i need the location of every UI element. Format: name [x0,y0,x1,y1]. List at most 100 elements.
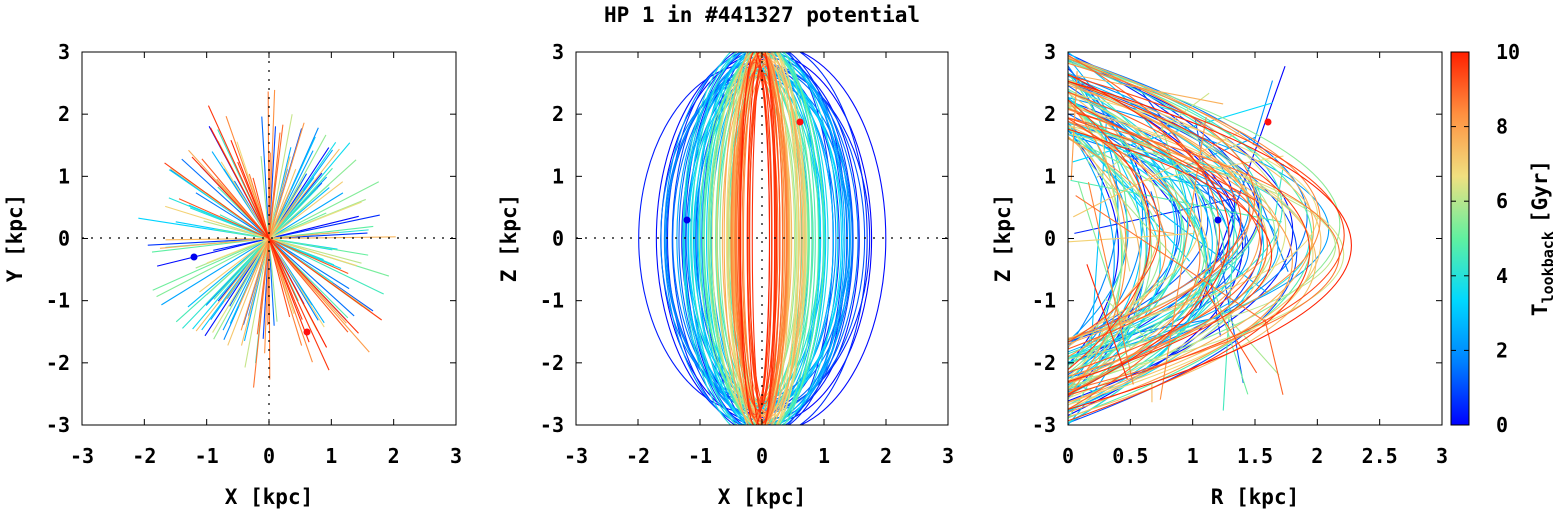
orbit-track [736,52,784,425]
orbit-track [1068,85,1179,376]
orbit-track [1068,103,1314,406]
xtick-label: 1 [1187,444,1199,468]
colorbar-tick-label: 8 [1496,115,1508,139]
orbit-track [1068,81,1298,424]
ytick-label: 0 [1044,227,1056,251]
ytick-label: 1 [58,164,70,188]
orbit-track [1068,56,1287,399]
orbit-track [1068,80,1352,410]
orbit-track [1068,108,1268,384]
xticks-xy: -3 -2 -1 0 1 2 3 [70,52,462,468]
xtick-label: 2 [1311,444,1323,468]
current-position-marker-xy [303,328,311,336]
ytick-label: -2 [46,351,70,375]
orbit-track [1068,121,1246,360]
ylabel-rz: Z [kpc] [991,194,1015,283]
xticks-rz: 0 0.5 1 1.5 2 2.5 3 [1062,52,1448,468]
orbit-track [223,190,304,302]
xtick-label: 2 [880,444,892,468]
xtick-label: -2 [626,444,650,468]
xtick-label: 2 [388,444,400,468]
orbit-track [1252,80,1274,146]
orbit-track [1068,99,1127,397]
orbit-track [1068,54,1220,410]
ytick-label: 0 [552,227,564,251]
xtick-label: 0 [1062,444,1074,468]
chart-title: HP 1 in #441327 potential [604,3,920,27]
xtick-label: 0 [756,444,768,468]
current-position-marker-xz [796,118,804,126]
orbit-track [1161,126,1249,395]
colorbar-gradient [1450,51,1470,426]
xtick-label: -3 [70,444,94,468]
orbit-track [655,52,887,425]
orbit-track [1068,133,1250,364]
colorbar-tick-label: 10 [1496,40,1520,64]
orbit-track [1068,129,1119,366]
orbit-track [1068,125,1124,383]
orbit-track [1068,117,1262,373]
orbit-track [1068,82,1261,383]
orbit-track [165,205,357,267]
orbit-tracks-rz [1068,52,1352,425]
orbit-track [1194,193,1222,337]
orbit-track [238,189,292,307]
orbit-track [1083,107,1256,201]
orbit-track [206,159,357,296]
orbit-track [1068,57,1256,341]
orbit-track [1068,104,1317,418]
orbit-track [1068,62,1321,377]
ytick-label: -2 [1032,351,1056,375]
colorbar-label: Tlookback [Gyr] [1528,160,1553,316]
ytick-label: -3 [46,413,70,437]
orbit-track [1068,72,1183,388]
ytick-label: 2 [58,102,70,126]
xtick-label: -3 [564,444,588,468]
past-position-marker-xy [190,253,198,261]
panel-xz: -3 -2 -1 0 1 2 3 -3 -2 -1 0 1 2 3 X [kpc] Z [kpc] [497,40,954,509]
panel-xy: -3 -2 -1 0 1 2 3 -3 -2 -1 0 1 2 3 X [kpc] Y [kpc] [3,40,462,509]
orbit-track [734,70,779,407]
orbit-track [210,127,328,348]
xtick-label: 3 [450,444,462,468]
orbit-track [1121,141,1192,227]
xticks-xz: -3 -2 -1 0 1 2 3 [564,52,954,468]
orbit-track [1087,182,1134,385]
orbit-track [1068,125,1344,384]
orbit-track [1074,198,1234,234]
orbit-track [721,74,793,403]
orbit-track [748,72,781,405]
orbit-track [1068,99,1151,370]
orbit-track [168,197,335,266]
ytick-label: -1 [1032,289,1056,313]
orbit-track [1158,176,1241,194]
past-position-marker-rz [1214,216,1222,224]
xtick-label: 1 [325,444,337,468]
xlabel-xy: X [kpc] [225,485,314,509]
orbit-track [1077,75,1224,105]
orbit-track [1068,130,1279,364]
xtick-label: 1 [818,444,830,468]
xtick-label: -1 [688,444,712,468]
ytick-label: 0 [58,227,70,251]
orbit-track [1068,121,1280,340]
orbit-track [178,198,349,275]
orbit-track [716,52,800,425]
orbit-track [216,178,370,353]
orbit-track [182,187,319,329]
colorbar-tick-label: 2 [1496,338,1508,362]
orbit-track [1204,289,1258,374]
xtick-label: -2 [132,444,156,468]
orbit-track [1086,264,1128,380]
orbit-track [1068,74,1345,396]
orbit-track [212,184,302,333]
orbit-track [152,212,327,291]
ytick-label: 1 [552,164,564,188]
orbit-track [1264,319,1284,395]
colorbar-tick-label: 4 [1496,264,1508,288]
xtick-label: -1 [195,444,219,468]
orbit-track [1254,186,1289,272]
orbit-track [1068,122,1129,342]
orbit-track [739,52,771,425]
